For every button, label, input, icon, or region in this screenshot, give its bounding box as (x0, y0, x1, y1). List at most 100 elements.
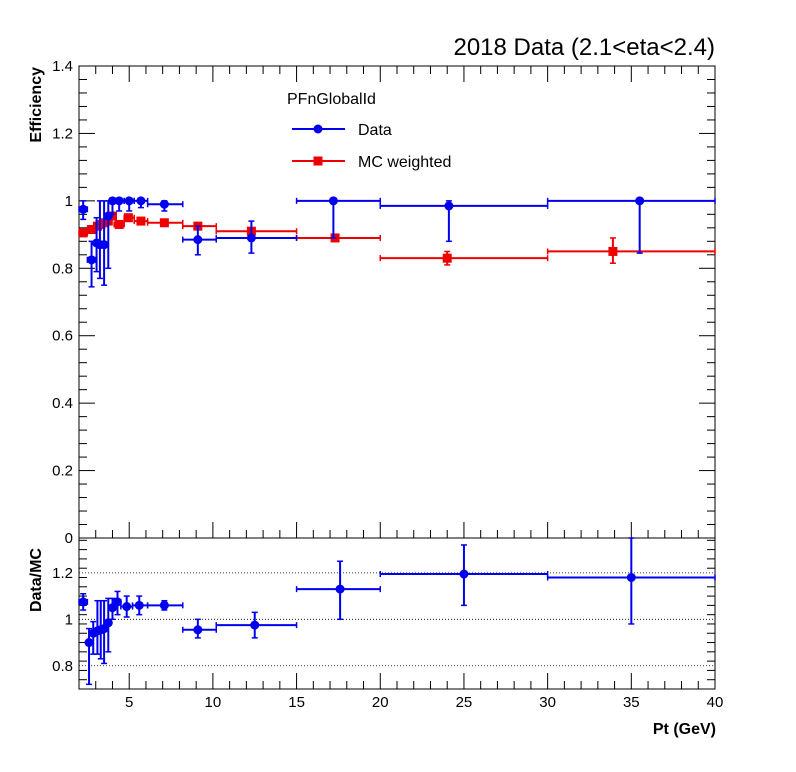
ratio-point-marker (159, 600, 169, 610)
y-tick-label: 0.8 (52, 260, 73, 277)
x-tick-label: 15 (288, 694, 305, 711)
legend-marker-mc (313, 156, 323, 166)
data-point (379, 200, 549, 243)
x-tick-label: 35 (623, 694, 640, 711)
ratio-point-marker (626, 572, 636, 582)
mc-point-marker (442, 253, 452, 263)
ratio-point (107, 597, 117, 621)
ratio-point (295, 560, 382, 621)
data-point-marker (136, 196, 146, 206)
legend-marker-data (313, 124, 323, 134)
data-point-marker (246, 233, 256, 243)
ratio-y-tick-label: 1.2 (52, 565, 73, 582)
data-point (86, 240, 97, 288)
ratio-point (546, 537, 716, 625)
data-point (295, 196, 382, 239)
x-tick-label: 5 (125, 694, 133, 711)
y-tick-label: 0.4 (52, 395, 73, 412)
data-point-marker (635, 196, 645, 206)
ratio-point-marker (84, 638, 94, 648)
ratio-point (215, 611, 298, 639)
mc-point (379, 250, 549, 266)
legend: PFnGlobalId Data MC weighted (287, 91, 451, 171)
ratio-point (78, 593, 89, 611)
main-panel: 0 0.2 0.4 0.6 0.8 1 1.2 1.4 (52, 58, 716, 547)
ratio-point (379, 544, 549, 607)
data-point-marker (159, 199, 169, 209)
data-point (146, 199, 184, 212)
data-point-marker (444, 201, 454, 211)
data-point-marker (193, 235, 203, 245)
mc-point-marker (114, 219, 124, 229)
ratio-point-marker (193, 625, 203, 635)
ratio-point-marker (122, 602, 132, 612)
y-axis-title: Efficiency (28, 67, 45, 143)
ratio-point-marker (112, 597, 122, 607)
x-tick-label: 40 (707, 694, 724, 711)
y-tick-label: 1.2 (52, 125, 73, 142)
y-tick-label: 0.2 (52, 463, 73, 480)
chart-title: 2018 Data (2.1<eta<2.4) (453, 34, 715, 61)
ratio-point-marker (78, 597, 88, 607)
data-point-marker (99, 240, 109, 250)
legend-header: PFnGlobalId (287, 91, 376, 108)
ratio-point (146, 599, 184, 611)
legend-label-mc: MC weighted (358, 154, 451, 171)
mc-point (146, 218, 184, 228)
mc-point (546, 237, 716, 264)
mc-point (78, 228, 89, 238)
ratio-point (84, 627, 94, 686)
mc-point (133, 216, 149, 226)
data-point (546, 196, 716, 254)
mc-point-marker (608, 246, 618, 256)
y-tick-label: 1 (65, 193, 73, 210)
data-point (123, 196, 135, 212)
mc-point-marker (78, 228, 88, 238)
ratio-point-marker (107, 603, 117, 613)
mc-point (113, 219, 125, 229)
data-point (133, 196, 149, 209)
data-point-marker (328, 196, 338, 206)
y-tick-label: 1.4 (52, 58, 73, 75)
mc-point (295, 233, 382, 243)
mc-point (123, 213, 135, 223)
ratio-point-marker (134, 600, 144, 610)
mc-point-marker (136, 216, 146, 226)
main-frame (78, 65, 716, 539)
ratio-point-marker (250, 620, 260, 630)
ratio-point (182, 618, 217, 639)
ratio-frame (78, 537, 716, 690)
data-point (113, 196, 125, 212)
data-point-marker (87, 255, 97, 265)
ratio-y-axis-title: Data/MC (28, 548, 45, 612)
ratio-panel: 0.8 1 1.2 5 10 15 20 25 30 35 40 (52, 537, 724, 711)
data-point (78, 200, 89, 221)
data-point (103, 200, 113, 270)
y-tick-label: 0 (65, 530, 73, 547)
ratio-point (88, 620, 98, 655)
ratio-point (131, 595, 149, 616)
ratio-point (112, 590, 122, 616)
x-tick-label: 25 (456, 694, 473, 711)
ratio-y-tick-label: 0.8 (52, 658, 73, 675)
ratio-point-marker (459, 569, 469, 579)
mc-point-marker (87, 225, 97, 235)
mc-point-marker (123, 213, 133, 223)
x-axis-title: Pt (GeV) (653, 721, 716, 738)
ratio-point-marker (103, 618, 113, 628)
x-tick-label: 20 (372, 694, 389, 711)
data-point-marker (114, 196, 124, 206)
mc-point-marker (159, 218, 169, 228)
ratio-point (120, 595, 134, 618)
data-point-marker (78, 204, 88, 214)
legend-entry-mc: MC weighted (292, 154, 451, 171)
data-point (215, 220, 298, 254)
y-tick-label: 0.6 (52, 328, 73, 345)
x-tick-label: 30 (539, 694, 556, 711)
legend-label-data: Data (358, 122, 392, 139)
ratio-point-marker (335, 584, 345, 594)
legend-entry-data: Data (292, 122, 392, 139)
mc-point (215, 226, 298, 236)
ratio-y-tick-label: 1 (65, 611, 73, 628)
